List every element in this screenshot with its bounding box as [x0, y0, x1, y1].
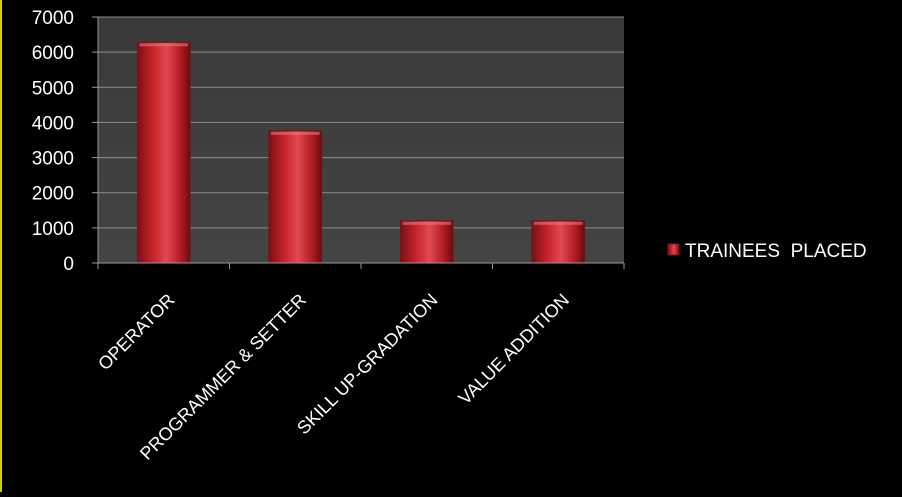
- bar-2: [268, 130, 323, 264]
- y-tick-label: 6000: [32, 43, 74, 64]
- y-tick-label: 0: [63, 254, 74, 275]
- bar-4: [531, 220, 586, 264]
- legend: TRAINEES PLACED: [667, 241, 867, 262]
- y-tick-label: 3000: [32, 149, 74, 170]
- x-tick-label: SKILL UP-GRADATION: [293, 290, 442, 439]
- bar-highlight: [533, 221, 583, 225]
- y-tick-label: 4000: [32, 113, 74, 134]
- legend-swatch: [667, 243, 680, 256]
- y-tick-label: 1000: [32, 219, 74, 240]
- bar-highlight: [270, 131, 320, 135]
- y-tick-label: 5000: [32, 78, 74, 99]
- y-tick-labels: 0 1000 2000 3000 4000 5000 6000 7000: [32, 8, 74, 275]
- bar-1: [136, 41, 191, 264]
- y-tick-label: 7000: [32, 8, 74, 29]
- bar-highlight: [402, 221, 452, 225]
- axes: [97, 17, 625, 269]
- bar-highlight: [139, 43, 189, 47]
- legend-label: TRAINEES PLACED: [685, 241, 867, 262]
- x-tick-label: OPERATOR: [94, 290, 178, 374]
- x-tick-label: VALUE ADDITION: [454, 290, 573, 409]
- bar-3: [399, 220, 454, 264]
- y-tick-label: 2000: [32, 184, 74, 205]
- bars: [136, 41, 586, 264]
